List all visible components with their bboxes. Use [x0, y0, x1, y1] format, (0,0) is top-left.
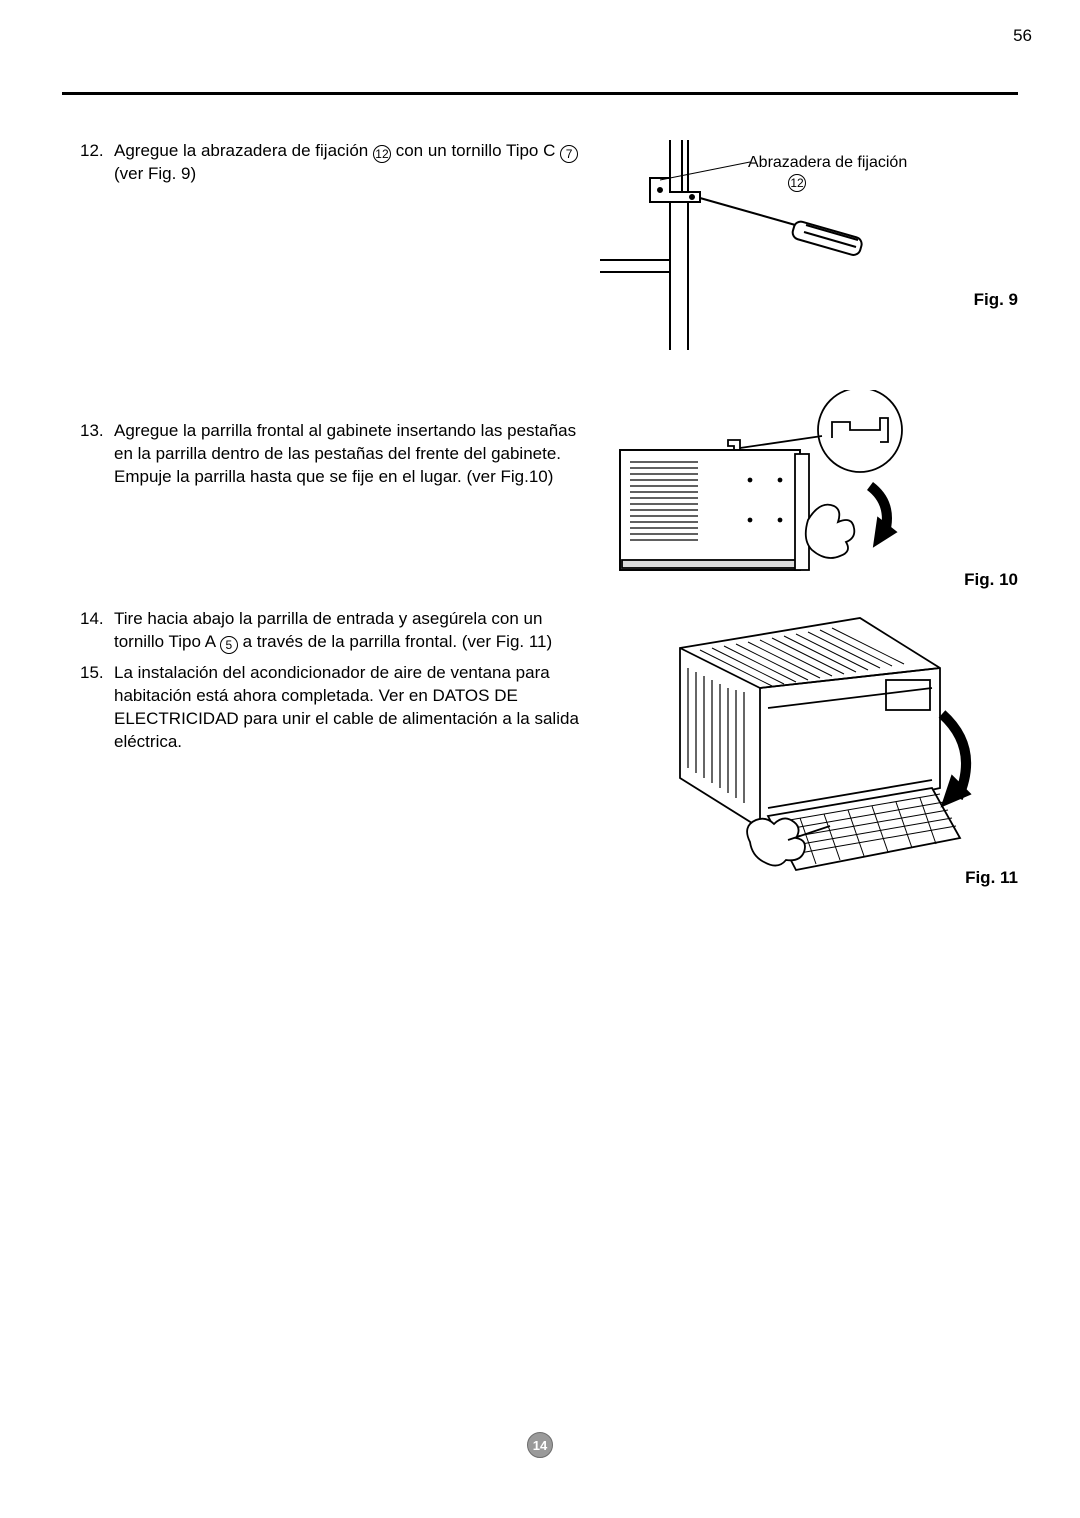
text-col-2: 13. Agregue la parrilla frontal al gabin… [80, 390, 580, 590]
circled-5-icon: 5 [220, 636, 238, 654]
figure-10: Fig. 10 [600, 390, 1018, 590]
text-col-3: 14. Tire hacia abajo la parrilla de entr… [80, 608, 580, 888]
page-number-top: 56 [1013, 26, 1032, 46]
step-13-number: 13. [80, 420, 114, 489]
step-12-number: 12. [80, 140, 114, 186]
step-14-number: 14. [80, 608, 114, 654]
page-number-badge: 14 [527, 1432, 553, 1458]
step-12: 12. Agregue la abrazadera de fijación 12… [80, 140, 580, 186]
step-12-text-a: Agregue la abrazadera de fijación [114, 141, 373, 160]
step-13-body: Agregue la parrilla frontal al gabinete … [114, 420, 580, 489]
figure-11: Fig. 11 [600, 608, 1018, 888]
step-15-body: La instalación del acondicionador de air… [114, 662, 580, 754]
text-col-1: 12. Agregue la abrazadera de fijación 12… [80, 140, 580, 350]
step-14-body: Tire hacia abajo la parrilla de entrada … [114, 608, 580, 654]
fig9-callout-circled-icon: 12 [788, 174, 806, 192]
fig9-label: Fig. 9 [974, 290, 1018, 310]
horizontal-rule [62, 92, 1018, 95]
circled-7-icon: 7 [560, 145, 578, 163]
step-12-text-b: con un tornillo Tipo C [396, 141, 560, 160]
figure-10-svg [600, 390, 980, 590]
row-2: 13. Agregue la parrilla frontal al gabin… [80, 390, 1018, 590]
fig10-label: Fig. 10 [964, 570, 1018, 590]
figure-9: Abrazadera de fijación 12 Fig. 9 [600, 140, 1018, 350]
content-area: 12. Agregue la abrazadera de fijación 12… [80, 140, 1018, 906]
fig9-callout: Abrazadera de fijación 12 [748, 154, 907, 192]
step-14-text-b: a través de la parrilla frontal. (ver Fi… [243, 632, 553, 651]
step-13: 13. Agregue la parrilla frontal al gabin… [80, 420, 580, 489]
step-15-text: La instalación del acondicionador de air… [114, 663, 579, 751]
fig11-label: Fig. 11 [965, 868, 1018, 888]
row-3: 14. Tire hacia abajo la parrilla de entr… [80, 608, 1018, 888]
fig9-callout-text: Abrazadera de fijación [748, 154, 907, 171]
step-13-text: Agregue la parrilla frontal al gabinete … [114, 421, 576, 486]
step-15: 15. La instalación del acondicionador de… [80, 662, 580, 754]
step-14: 14. Tire hacia abajo la parrilla de entr… [80, 608, 580, 654]
step-12-text-c: (ver Fig. 9) [114, 164, 196, 183]
step-12-body: Agregue la abrazadera de fijación 12 con… [114, 140, 580, 186]
circled-12-icon: 12 [373, 145, 391, 163]
step-15-number: 15. [80, 662, 114, 754]
figure-11-svg [600, 608, 980, 888]
row-1: 12. Agregue la abrazadera de fijación 12… [80, 140, 1018, 350]
